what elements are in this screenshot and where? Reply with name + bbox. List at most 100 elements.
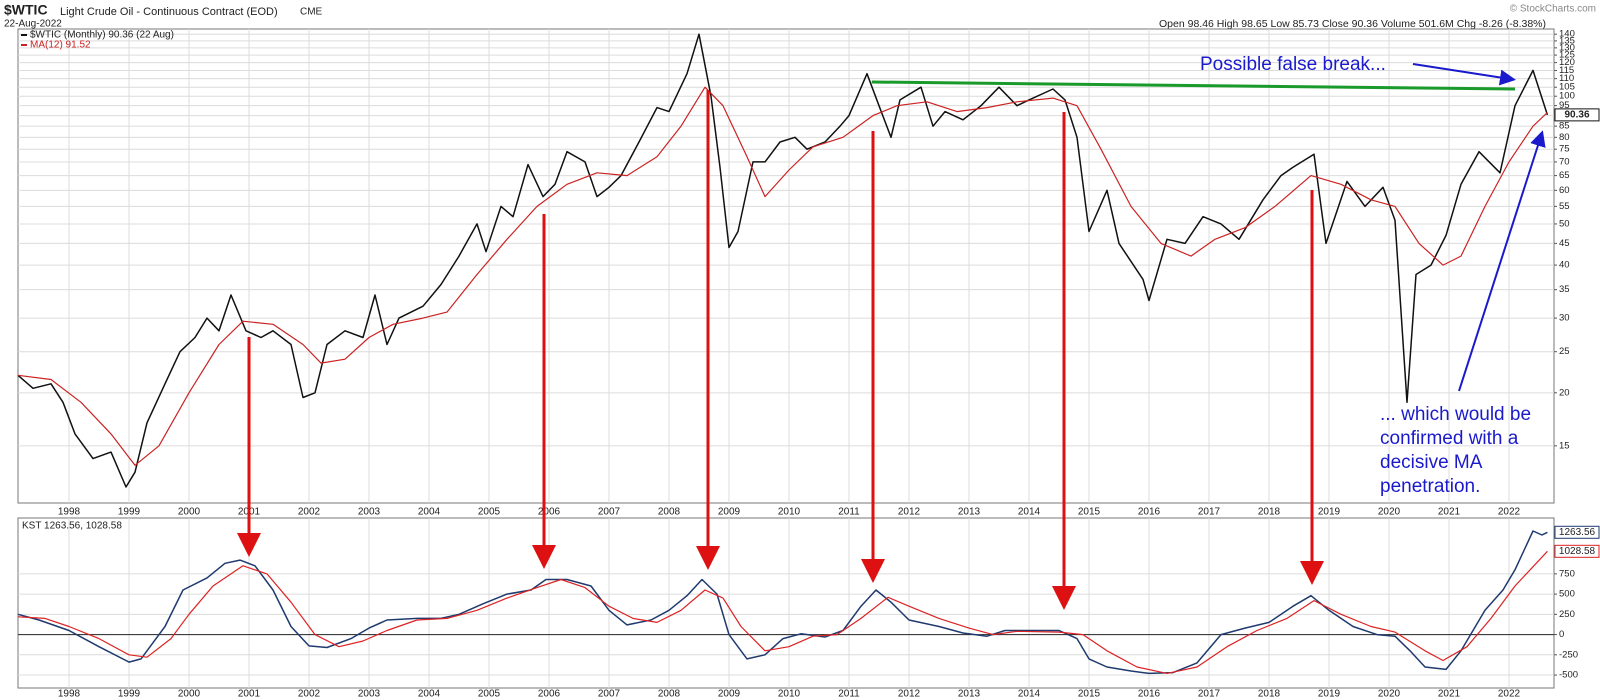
- y-tick-label: 70: [1559, 156, 1570, 167]
- x-tick-label: 2015: [1078, 507, 1101, 518]
- indicator-label: KST 1263.56, 1028.58: [22, 521, 122, 532]
- y-tick-label: -500: [1559, 670, 1578, 681]
- x-tick-label: 2018: [1258, 689, 1281, 700]
- x-tick-label: 2021: [1438, 507, 1461, 518]
- x-tick-label: 2021: [1438, 689, 1461, 700]
- x-tick-label: 2011: [838, 507, 860, 518]
- x-tick-label: 2006: [538, 507, 561, 518]
- last-value-label: 90.36: [1564, 110, 1589, 121]
- arrow: [1412, 63, 1516, 86]
- last-value-box: [1554, 544, 1600, 558]
- red-arrows: [237, 90, 1324, 610]
- x-tick-label: 2019: [1318, 689, 1341, 700]
- quote: Open 98.46 High 98.65 Low 85.73 Close 90…: [1159, 18, 1546, 30]
- x-tick-label: 2013: [958, 689, 981, 700]
- annotation: penetration.: [1380, 476, 1480, 497]
- y-tick-label: 25: [1559, 346, 1570, 357]
- x-tick-label: 2004: [418, 507, 441, 518]
- x-tick-label: 2009: [718, 689, 741, 700]
- y-tick-label: 55: [1559, 201, 1570, 212]
- y-tick-label: 80: [1559, 132, 1570, 143]
- annotation: Possible false break...: [1200, 54, 1386, 75]
- x-tick-label: 2008: [658, 689, 681, 700]
- y-tick-label: 95: [1559, 100, 1570, 111]
- annotation: decisive MA: [1380, 452, 1483, 473]
- blue-arrows: [1412, 63, 1546, 392]
- y-tick-label: 15: [1559, 440, 1570, 451]
- credit: © StockCharts.com: [1510, 4, 1596, 15]
- y-tick-label: 50: [1559, 218, 1570, 229]
- x-tick-label: 2016: [1138, 507, 1161, 518]
- y-tick-label: -250: [1559, 649, 1578, 660]
- x-tick-label: 2001: [238, 689, 261, 700]
- y-tick-label: 100: [1559, 91, 1575, 102]
- y-tick-label: 40: [1559, 260, 1570, 271]
- exchange: CME: [300, 7, 323, 18]
- y-tick-label: 45: [1559, 238, 1570, 249]
- y-tick-label: 105: [1559, 82, 1575, 93]
- y-tick-label: 20: [1559, 387, 1570, 398]
- y-tick-label: 110: [1559, 73, 1574, 84]
- x-tick-label: 2018: [1258, 507, 1281, 518]
- x-tick-label: 2017: [1198, 689, 1221, 700]
- last-value-label: 1028.58: [1559, 546, 1596, 557]
- series-line: [17, 33, 1549, 488]
- date: 22-Aug-2022: [4, 19, 62, 30]
- x-tick-label: 2020: [1378, 689, 1401, 700]
- x-tick-label: 2014: [1018, 689, 1041, 700]
- y-tick-label: 85: [1559, 121, 1570, 132]
- x-tick-label: 2003: [358, 689, 381, 700]
- y-tick-label: 30: [1559, 313, 1570, 324]
- x-tick-label: 2022: [1498, 507, 1521, 518]
- x-tick-label: 2022: [1498, 689, 1521, 700]
- y-tick-label: 0: [1559, 629, 1564, 640]
- x-tick-label: 2016: [1138, 689, 1161, 700]
- y-tick-label: 140: [1559, 29, 1575, 40]
- x-tick-label: 2017: [1198, 507, 1221, 518]
- x-tick-label: 2003: [358, 507, 381, 518]
- x-tick-label: 2002: [298, 689, 321, 700]
- legend-label: $WTIC (Monthly) 90.36 (22 Aug): [30, 30, 174, 41]
- x-tick-label: 2012: [898, 507, 921, 518]
- arrow: [1458, 130, 1546, 392]
- x-tick-label: 2011: [838, 689, 860, 700]
- x-tick-label: 1999: [118, 689, 141, 700]
- trendline: [871, 80, 1516, 91]
- y-tick-label: 115: [1559, 65, 1574, 76]
- x-tick-label: 2007: [598, 507, 621, 518]
- x-tick-label: 2000: [178, 689, 201, 700]
- x-tick-label: 2000: [178, 507, 201, 518]
- y-tick-label: 130: [1559, 42, 1575, 53]
- y-tick-label: 250: [1559, 609, 1575, 620]
- x-tick-label: 2012: [898, 689, 921, 700]
- plot-area: [17, 28, 1555, 504]
- y-tick-label: 65: [1559, 170, 1570, 181]
- instrument-name: Light Crude Oil - Continuous Contract (E…: [60, 6, 278, 18]
- x-tick-label: 2019: [1318, 507, 1341, 518]
- last-value-label: 1263.56: [1559, 527, 1596, 538]
- x-tick-label: 2005: [478, 507, 501, 518]
- x-tick-label: 1998: [58, 507, 81, 518]
- y-tick-label: 60: [1559, 185, 1570, 196]
- annotation: confirmed with a: [1380, 428, 1519, 449]
- x-tick-label: 2014: [1018, 507, 1041, 518]
- x-tick-label: 2015: [1078, 689, 1101, 700]
- x-tick-label: 2006: [538, 689, 561, 700]
- x-tick-label: 2007: [598, 689, 621, 700]
- x-tick-label: 2013: [958, 507, 981, 518]
- x-tick-label: 2002: [298, 507, 321, 518]
- y-tick-label: 35: [1559, 284, 1570, 295]
- symbol: $WTIC: [4, 2, 48, 18]
- x-tick-label: 2004: [418, 689, 441, 700]
- x-tick-label: 2009: [718, 507, 741, 518]
- x-tick-label: 1998: [58, 689, 81, 700]
- y-tick-label: 135: [1559, 35, 1575, 46]
- y-tick-label: 500: [1559, 589, 1575, 600]
- last-value-box: [1554, 525, 1600, 539]
- x-tick-label: 2008: [658, 507, 681, 518]
- series-line: [17, 550, 1548, 674]
- x-tick-label: 2020: [1378, 507, 1401, 518]
- last-value-box: [1554, 108, 1600, 122]
